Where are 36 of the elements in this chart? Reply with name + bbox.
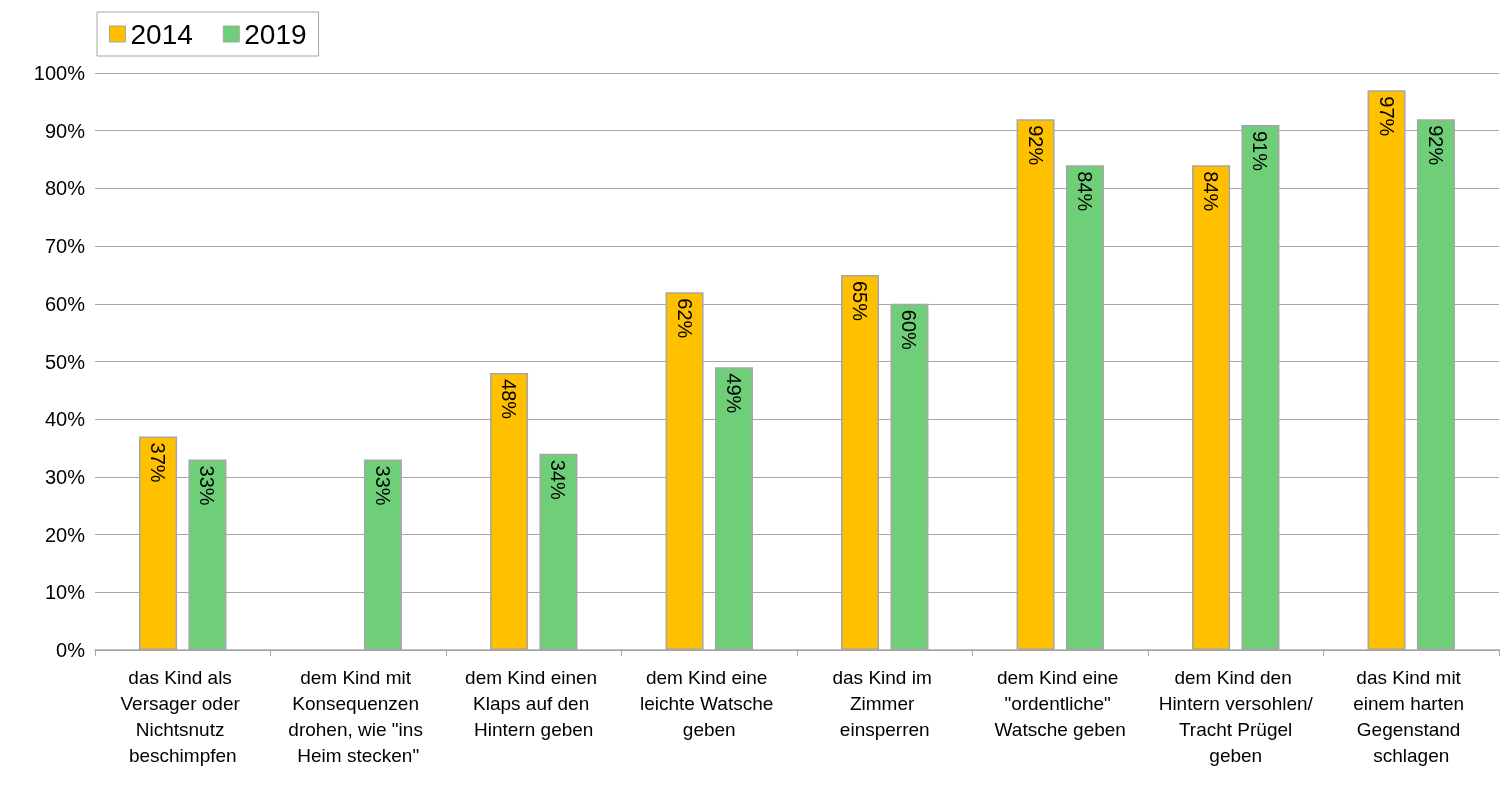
data-label: 60%	[898, 309, 921, 351]
y-tick-label: 10%	[44, 581, 86, 604]
data-label: 62%	[673, 298, 696, 339]
data-label: 84%	[1073, 171, 1096, 212]
x-tick-label: das Kind mit einem harten Gegenstand schlagen	[1353, 666, 1470, 766]
y-tick-label: 100%	[33, 62, 86, 84]
x-tick-label: das Kind als Versager oder Nichtsnutz beschimpfen	[120, 666, 246, 766]
data-label: 97%	[1375, 96, 1398, 137]
data-label: 92%	[1024, 125, 1047, 166]
y-tick-label: 80%	[44, 177, 86, 200]
y-tick-label: 20%	[44, 523, 86, 546]
x-tick-label: dem Kind einen Klaps auf den Hintern geben	[465, 666, 603, 740]
y-tick-label: 30%	[44, 465, 86, 488]
y-tick-label: 70%	[44, 235, 86, 258]
data-label: 33%	[196, 465, 219, 506]
data-label: 33%	[371, 465, 394, 506]
y-tick-label: 50%	[44, 350, 86, 373]
data-label: 65%	[849, 280, 872, 322]
data-label: 84%	[1200, 171, 1223, 212]
y-tick-label: 40%	[44, 408, 86, 431]
x-tick-label: dem Kind eine "ordentliche" Watsche geben	[994, 666, 1126, 740]
legend-label: 2019	[244, 18, 307, 50]
x-tick-label: dem Kind mit Konsequenzen drohen, wie "ins Heim stecken"	[288, 666, 429, 766]
y-tick-label: 90%	[44, 119, 86, 142]
x-tick-label: das Kind im Zimmer einsperren	[832, 666, 938, 740]
data-label: 37%	[147, 442, 170, 483]
y-tick-label: 0%	[56, 639, 86, 661]
data-label: 92%	[1424, 125, 1447, 166]
legend-label: 2014	[130, 18, 193, 50]
data-label: 91%	[1249, 130, 1272, 172]
data-label: 48%	[498, 379, 521, 420]
data-label: 34%	[547, 459, 570, 501]
y-tick-label: 60%	[44, 292, 86, 315]
data-label: 49%	[722, 373, 745, 414]
x-tick-label: dem Kind den Hintern versohlen/ Tracht Prügel geben	[1158, 666, 1314, 766]
x-tick-label: dem Kind eine leichte Watsche geben	[639, 666, 779, 740]
